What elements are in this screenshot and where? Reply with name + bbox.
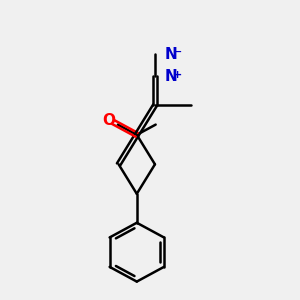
- Text: O: O: [103, 113, 116, 128]
- Text: +: +: [173, 70, 182, 80]
- Text: −: −: [173, 47, 182, 57]
- Text: N: N: [164, 47, 177, 62]
- Text: N: N: [164, 69, 177, 84]
